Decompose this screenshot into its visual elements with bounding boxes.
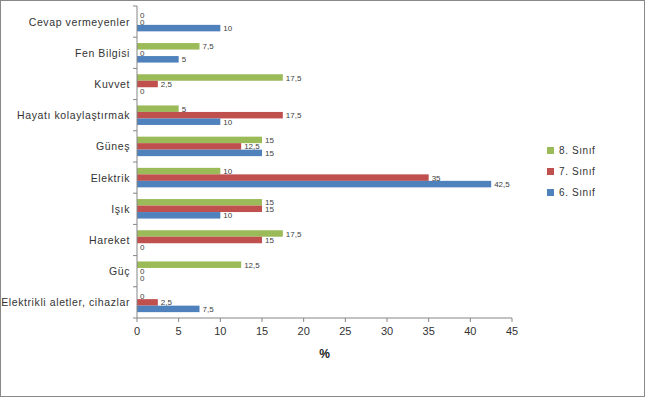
category-tick (133, 99, 137, 100)
legend-label: 6. Sınıf (559, 187, 596, 198)
data-label: 7,5 (203, 305, 215, 314)
x-axis-line (137, 318, 512, 319)
category-tick (133, 255, 137, 256)
bar (137, 261, 241, 268)
bar (137, 143, 241, 150)
bar (137, 25, 220, 32)
legend-label: 8. Sınıf (559, 145, 596, 156)
data-label: 15 (265, 136, 274, 145)
data-label: 0 (140, 243, 145, 252)
category-label: Cevap vermeyenler (29, 16, 130, 28)
chart-border (1, 1, 645, 397)
bar (137, 105, 179, 112)
data-label: 17,5 (286, 74, 302, 83)
data-label: 10 (223, 211, 232, 220)
x-tick-label: 25 (339, 325, 351, 337)
data-label: 7,5 (203, 42, 215, 51)
legend-swatch (547, 168, 554, 175)
category-label: Hareket (89, 234, 130, 246)
x-tick-label: 5 (176, 325, 182, 337)
data-label: 15 (265, 149, 274, 158)
bar (137, 112, 283, 119)
data-label: 10 (223, 118, 232, 127)
data-label: 5 (182, 105, 187, 114)
data-label: 17,5 (286, 230, 302, 239)
legend-label: 7. Sınıf (559, 166, 596, 177)
bar (137, 230, 283, 237)
x-tick (178, 318, 179, 322)
category-label: Fen Bilgisi (75, 47, 130, 59)
bar (137, 168, 220, 175)
x-tick-label: 10 (214, 325, 226, 337)
data-label: 5 (182, 55, 187, 64)
category-label: Elektrik (91, 172, 130, 184)
data-label: 0 (140, 18, 145, 27)
data-labels: 0 0 10 7,5 0 5 17,5 2,5 0 5 17,5 10 15 12,5 15 10 35 42,5… (140, 11, 510, 314)
category-tick (133, 130, 137, 131)
category-tick (133, 224, 137, 225)
data-label: 42,5 (494, 180, 510, 189)
bars (137, 25, 491, 312)
x-tick (262, 318, 263, 322)
data-label: 17,5 (286, 111, 302, 120)
x-tick-label: 40 (464, 325, 476, 337)
category-tick (133, 6, 137, 7)
legend-swatch (547, 189, 554, 196)
data-label: 2,5 (161, 80, 173, 89)
x-tick (137, 318, 138, 322)
data-label: 12,5 (244, 142, 260, 151)
category-label: Güneş (96, 140, 130, 152)
category-tick (133, 286, 137, 287)
x-tick (387, 318, 388, 322)
data-label: 10 (223, 24, 232, 33)
x-tick-label: 45 (506, 325, 518, 337)
bar (137, 206, 262, 213)
x-tick-label: 15 (256, 325, 268, 337)
category-tick (133, 68, 137, 69)
x-tick (512, 318, 513, 322)
category-tick (133, 193, 137, 194)
x-axis-title: % (319, 347, 330, 361)
category-tick (133, 162, 137, 163)
bar (137, 237, 262, 244)
category-tick (133, 37, 137, 38)
data-label: 0 (140, 49, 145, 58)
x-tick (470, 318, 471, 322)
category-label: Güç (109, 265, 130, 277)
category-tick (133, 318, 137, 319)
data-label: 0 (140, 292, 145, 301)
bar (137, 118, 220, 125)
x-tick-label: 0 (134, 325, 140, 337)
category-label: Elektrikli aletler, cihazlar (1, 296, 130, 308)
bar (137, 199, 262, 206)
data-label: 12,5 (244, 261, 260, 270)
x-tick (428, 318, 429, 322)
category-label: Işık (111, 203, 130, 215)
x-tick-label: 20 (298, 325, 310, 337)
bar (137, 43, 200, 50)
data-label: 10 (223, 167, 232, 176)
x-tick-label: 35 (423, 325, 435, 337)
legend: 8. Sınıf 7. Sınıf 6. Sınıf (547, 145, 596, 198)
data-label: 15 (265, 205, 274, 214)
x-tick (345, 318, 346, 322)
category-label: Kuvvet (94, 78, 130, 90)
data-label: 35 (432, 174, 441, 183)
x-tick-label: 30 (381, 325, 393, 337)
data-label: 0 (140, 87, 145, 96)
data-label: 15 (265, 236, 274, 245)
data-label: 0 (140, 274, 145, 283)
x-tick (220, 318, 221, 322)
category-label: Hayatı kolaylaştırmak (17, 109, 130, 121)
data-label: 2,5 (161, 298, 173, 307)
bar (137, 174, 429, 181)
bar (137, 212, 220, 219)
bar (137, 74, 283, 81)
legend-swatch (547, 147, 554, 154)
x-tick (303, 318, 304, 322)
